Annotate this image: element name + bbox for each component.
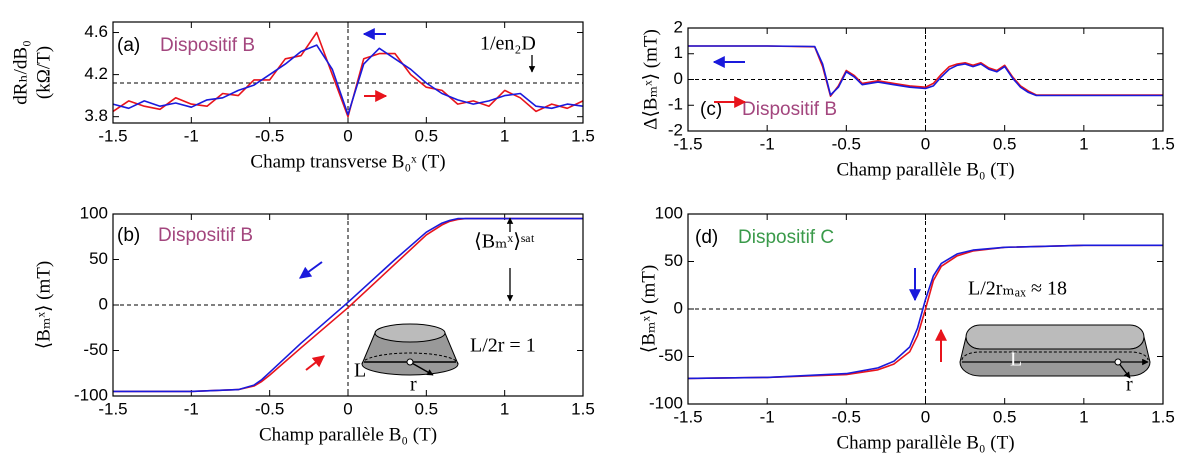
y-axis-label: (kΩ/T)	[33, 46, 54, 99]
x-tick-label: 1.5	[1151, 407, 1175, 426]
x-tick-label: -1	[184, 126, 199, 145]
y-axis-label: ⟨Bₘˣ⟩ (mT)	[638, 265, 659, 353]
data-line	[112, 31, 584, 118]
y-tick-label: -50	[83, 340, 108, 359]
x-axis-label: Champ parallèle B₀ (T)	[836, 159, 1014, 180]
x-tick-label: 1	[1079, 134, 1088, 153]
x-tick-label: 0.5	[993, 134, 1017, 153]
device-label: Dispositif C	[738, 227, 834, 248]
y-axis-label: Δ⟨Bₘˣ⟩ (mT)	[640, 29, 661, 130]
y-tick-label: 50	[89, 249, 108, 268]
device-label: Dispositif B	[158, 225, 253, 246]
data-line	[112, 44, 584, 116]
note: L	[354, 360, 366, 382]
y-tick-label: 100	[80, 203, 108, 222]
x-tick-label: 1	[1079, 407, 1088, 426]
x-tick-label: -1.5	[673, 134, 702, 153]
arrow	[305, 355, 325, 371]
panel-label: (d)	[695, 227, 718, 248]
y-tick-label: 0	[674, 298, 683, 317]
x-axis-label: Champ parallèle B₀ (T)	[836, 432, 1014, 453]
y-tick-label: 4.2	[84, 64, 108, 83]
x-tick-label: 0	[921, 134, 930, 153]
note: L/2rₘₐₓ ≈ 18	[968, 278, 1067, 300]
y-axis-label: dRₕ/dB₀	[10, 40, 31, 104]
x-tick-label: 0	[343, 399, 352, 418]
y-tick-label: -2	[668, 120, 683, 139]
x-tick-label: 1	[500, 399, 509, 418]
plot-frame	[112, 213, 584, 397]
x-tick-label: 1	[500, 126, 509, 145]
x-tick-label: 0	[921, 407, 930, 426]
y-tick-label: -100	[649, 393, 683, 412]
x-tick-label: -1.5	[673, 407, 702, 426]
x-tick-label: -1	[184, 399, 199, 418]
y-tick-label: 100	[655, 203, 683, 222]
note: 1/en₂D	[480, 33, 536, 55]
panel-label: (a)	[117, 35, 140, 56]
data-line	[687, 244, 1163, 380]
plots: -1.5 -1 -0.5 0 0.5 1 1.5 3.8 4.2 4.6 Champ transve…	[10, 17, 1174, 453]
plot-frame	[687, 27, 1164, 132]
x-tick-label: -0.5	[832, 407, 861, 426]
x-tick-label: -0.5	[255, 399, 284, 418]
note: r	[1126, 374, 1133, 396]
y-tick-label: 1	[674, 43, 683, 62]
x-tick-label: -1.5	[98, 399, 127, 418]
y-tick-label: -50	[658, 346, 683, 365]
x-tick-label: 0.5	[415, 399, 439, 418]
inset-cylinder	[361, 323, 459, 376]
y-tick-label: 4.6	[84, 22, 108, 41]
x-tick-label: 1.5	[571, 399, 595, 418]
note: ⟨Bₘˣ⟩ˢᵃᵗ	[474, 231, 535, 253]
x-tick-label: 1.5	[1151, 134, 1175, 153]
x-axis-label: Champ transverse B₀ˣ (T)	[250, 151, 445, 172]
x-tick-label: -0.5	[832, 134, 861, 153]
x-tick-label: -1	[760, 407, 775, 426]
x-tick-label: -1	[760, 134, 775, 153]
y-tick-label: 50	[664, 251, 683, 270]
x-tick-label: -1.5	[98, 126, 127, 145]
y-tick-label: -100	[74, 385, 108, 404]
x-axis-label: Champ parallèle B₀ (T)	[259, 424, 437, 445]
device-label: Dispositif B	[160, 35, 255, 56]
x-tick-label: 0.5	[993, 407, 1017, 426]
y-tick-label: 0	[99, 294, 108, 313]
x-tick-label: 0.5	[415, 126, 439, 145]
x-tick-label: 0	[343, 126, 352, 145]
y-tick-label: 0	[674, 69, 683, 88]
arrow	[299, 261, 323, 279]
device-label: Dispositif B	[742, 99, 837, 120]
y-tick-label: -1	[668, 95, 683, 114]
y-tick-label: 2	[674, 17, 683, 36]
y-axis-label: ⟨Bₘˣ⟩ (mT)	[33, 261, 54, 349]
x-tick-label: -0.5	[255, 126, 284, 145]
data-line	[688, 45, 1163, 97]
panel-label: (c)	[700, 99, 722, 120]
x-tick-label: 1.5	[571, 126, 595, 145]
note: L	[1010, 349, 1022, 371]
panel-label: (b)	[117, 225, 140, 246]
note: L/2r = 1	[470, 335, 536, 357]
plot-frame	[687, 213, 1164, 405]
inset-bar	[959, 324, 1151, 379]
plot-frame	[112, 21, 584, 124]
data-line	[113, 217, 583, 393]
y-tick-label: 3.8	[84, 106, 108, 125]
note: r	[410, 374, 417, 396]
